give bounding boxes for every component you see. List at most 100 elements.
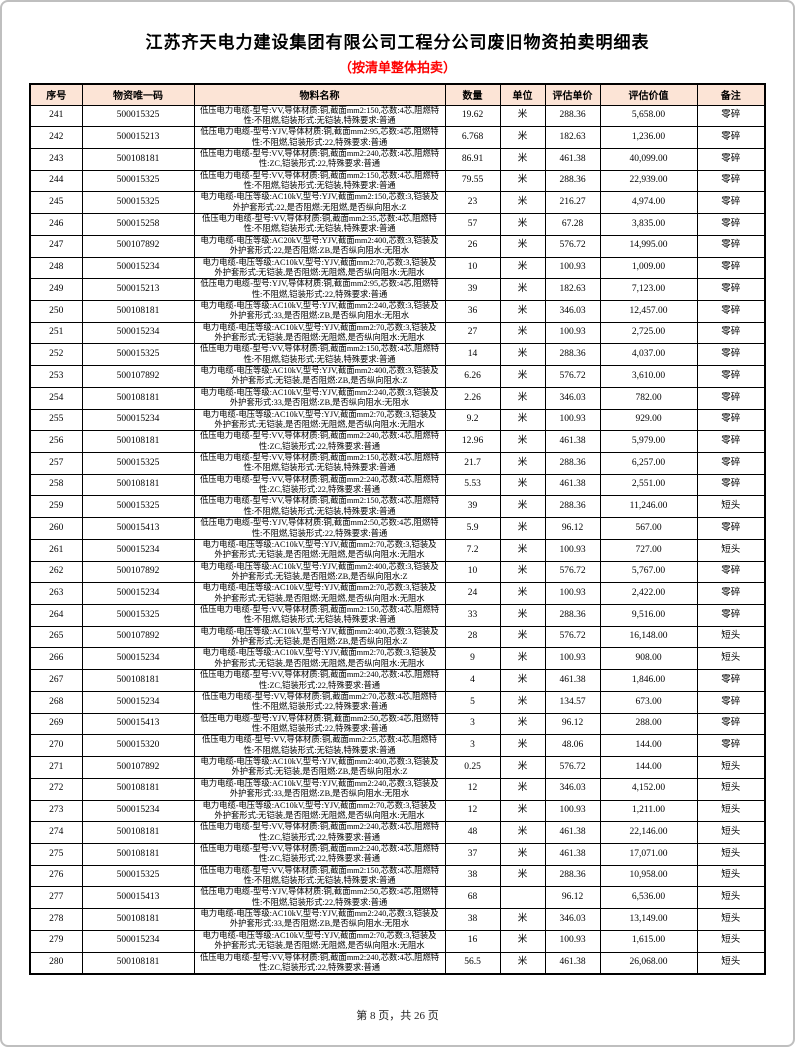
cell-total-value: 144.00	[599, 734, 698, 758]
cell-total-value: 5,979.00	[599, 430, 698, 453]
cell-quantity: 12	[444, 799, 501, 823]
cell-total-value: 5,658.00	[599, 104, 698, 128]
cell-unit-price: 67.28	[544, 213, 601, 236]
cell-code: 500015234	[81, 408, 195, 432]
cell-serial: 268	[29, 690, 83, 714]
cell-total-value: 782.00	[599, 386, 698, 410]
table-row: 277 500015413 低压电力电缆-型号:YJV,导体材质:铜,截面mm2:5…	[29, 886, 766, 910]
table-row: 242 500015213 低压电力电缆-型号:YJV,导体材质:铜,截面mm2:9…	[29, 126, 766, 149]
cell-name: 电力电缆-电压等级:AC10kV,型号:YJV,截面mm2:70,芯数:3,铠装…	[193, 538, 446, 562]
cell-unit-price: 461.38	[544, 821, 601, 844]
cell-serial: 246	[29, 213, 83, 236]
cell-serial: 262	[29, 560, 83, 584]
table-row: 265 500107892 电力电缆-电压等级:AC10kV,型号:YJV,截面mm…	[29, 625, 766, 649]
cell-serial: 278	[29, 908, 83, 931]
cell-name: 电力电缆-电压等级:AC10kV,型号:YJV,截面mm2:70,芯数:3,铠装…	[193, 256, 446, 280]
cell-code: 500108181	[81, 669, 195, 692]
cell-remark: 短头	[696, 625, 766, 649]
cell-code: 500108181	[81, 908, 195, 931]
cell-unit: 米	[499, 821, 546, 844]
cell-code: 500015234	[81, 690, 195, 714]
table-row: 241 500015325 低压电力电缆-型号:VV,导体材质:铜,截面mm2:15…	[29, 104, 766, 128]
cell-code: 500015258	[81, 213, 195, 236]
cell-unit: 米	[499, 951, 546, 975]
cell-name: 低压电力电缆-型号:VV,导体材质:铜,截面mm2:25,芯数:4芯,阻燃特性:…	[193, 734, 446, 758]
cell-unit: 米	[499, 104, 546, 128]
cell-serial: 270	[29, 734, 83, 758]
table-row: 273 500015234 电力电缆-电压等级:AC10kV,型号:YJV,截面mm…	[29, 799, 766, 823]
table-row: 246 500015258 低压电力电缆-型号:VV,导体材质:铜,截面mm2:35…	[29, 213, 766, 236]
cell-serial: 244	[29, 169, 83, 193]
cell-total-value: 12,457.00	[599, 299, 698, 323]
cell-unit: 米	[499, 908, 546, 931]
cell-unit-price: 346.03	[544, 777, 601, 801]
cell-quantity: 68	[444, 886, 501, 910]
table-row: 253 500107892 电力电缆-电压等级:AC10kV,型号:YJV,截面mm…	[29, 365, 766, 388]
cell-quantity: 38	[444, 908, 501, 931]
cell-unit: 米	[499, 191, 546, 215]
cell-remark: 零碎	[696, 321, 766, 345]
cell-unit-price: 576.72	[544, 625, 601, 649]
cell-unit-price: 182.63	[544, 126, 601, 149]
cell-remark: 零碎	[696, 604, 766, 627]
cell-unit: 米	[499, 777, 546, 801]
cell-remark: 零碎	[696, 365, 766, 388]
cell-unit: 米	[499, 690, 546, 714]
table-row: 264 500015325 低压电力电缆-型号:VV,导体材质:铜,截面mm2:15…	[29, 604, 766, 627]
cell-unit-price: 100.93	[544, 647, 601, 671]
table-row: 275 500108181 低压电力电缆-型号:VV,导体材质:铜,截面mm2:24…	[29, 842, 766, 866]
cell-total-value: 40,099.00	[599, 147, 698, 171]
cell-remark: 短头	[696, 756, 766, 779]
column-header-unit: 单位	[499, 83, 546, 106]
cell-unit-price: 288.36	[544, 495, 601, 519]
cell-code: 500108181	[81, 951, 195, 975]
cell-quantity: 12	[444, 777, 501, 801]
cell-unit: 米	[499, 213, 546, 236]
cell-unit-price: 461.38	[544, 951, 601, 975]
cell-unit: 米	[499, 299, 546, 323]
cell-quantity: 86.91	[444, 147, 501, 171]
cell-name: 电力电缆-电压等级:AC10kV,型号:YJV,截面mm2:240,芯数:3,铠…	[193, 908, 446, 931]
cell-serial: 256	[29, 430, 83, 453]
cell-name: 低压电力电缆-型号:VV,导体材质:铜,截面mm2:150,芯数:4芯,阻燃特性…	[193, 104, 446, 128]
cell-unit-price: 461.38	[544, 669, 601, 692]
cell-quantity: 9	[444, 647, 501, 671]
cell-quantity: 12.96	[444, 430, 501, 453]
cell-name: 电力电缆-电压等级:AC10kV,型号:YJV,截面mm2:150,芯数:3,铠…	[193, 191, 446, 215]
cell-unit-price: 182.63	[544, 278, 601, 301]
cell-serial: 274	[29, 821, 83, 844]
cell-serial: 271	[29, 756, 83, 779]
cell-total-value: 1,615.00	[599, 929, 698, 953]
cell-unit: 米	[499, 582, 546, 606]
cell-serial: 261	[29, 538, 83, 562]
table-row: 248 500015234 电力电缆-电压等级:AC10kV,型号:YJV,截面mm…	[29, 256, 766, 280]
table-row: 245 500015325 电力电缆-电压等级:AC10kV,型号:YJV,截面mm…	[29, 191, 766, 215]
cell-code: 500107892	[81, 365, 195, 388]
cell-unit-price: 100.93	[544, 582, 601, 606]
cell-total-value: 17,071.00	[599, 842, 698, 866]
cell-name: 低压电力电缆-型号:VV,导体材质:铜,截面mm2:240,芯数:4芯,阻燃特性…	[193, 821, 446, 844]
cell-total-value: 10,958.00	[599, 864, 698, 888]
table-row: 255 500015234 电力电缆-电压等级:AC10kV,型号:YJV,截面mm…	[29, 408, 766, 432]
cell-quantity: 2.26	[444, 386, 501, 410]
cell-unit-price: 288.36	[544, 104, 601, 128]
cell-serial: 241	[29, 104, 83, 128]
table-row: 268 500015234 低压电力电缆-型号:VV,导体材质:铜,截面mm2:70…	[29, 690, 766, 714]
cell-unit-price: 288.36	[544, 452, 601, 475]
cell-code: 500015413	[81, 712, 195, 736]
table-row: 280 500108181 低压电力电缆-型号:VV,导体材质:铜,截面mm2:24…	[29, 951, 766, 975]
cell-total-value: 673.00	[599, 690, 698, 714]
cell-serial: 258	[29, 473, 83, 497]
cell-total-value: 5,767.00	[599, 560, 698, 584]
cell-serial: 243	[29, 147, 83, 171]
cell-remark: 短头	[696, 647, 766, 671]
cell-total-value: 288.00	[599, 712, 698, 736]
cell-unit-price: 346.03	[544, 299, 601, 323]
cell-remark: 短头	[696, 495, 766, 519]
cell-serial: 269	[29, 712, 83, 736]
cell-name: 低压电力电缆-型号:YJV,导体材质:铜,截面mm2:95,芯数:4芯,阻燃特性…	[193, 126, 446, 149]
cell-total-value: 22,146.00	[599, 821, 698, 844]
cell-total-value: 1,846.00	[599, 669, 698, 692]
cell-quantity: 24	[444, 582, 501, 606]
cell-quantity: 21.7	[444, 452, 501, 475]
